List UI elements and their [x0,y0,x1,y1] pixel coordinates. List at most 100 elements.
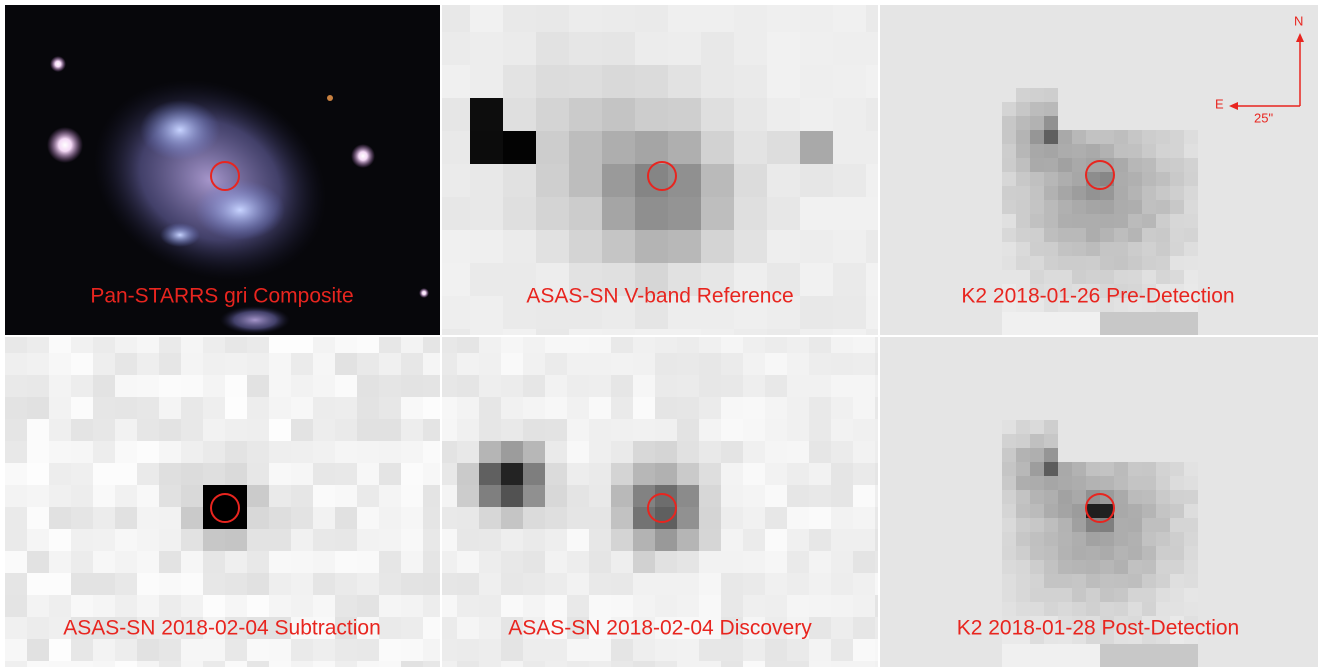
pixel [567,419,590,442]
pixel [904,560,919,575]
pixel [743,485,766,508]
pixel [633,485,656,508]
pixel [1156,448,1171,463]
pixel [1128,490,1143,505]
pixel [1226,4,1241,19]
pixel [1268,588,1283,603]
pixel [203,463,226,486]
pixel [1254,434,1269,449]
pixel [1184,462,1199,477]
pixel [876,60,891,75]
pixel [918,228,933,243]
pixel [1268,448,1283,463]
pixel [611,507,634,530]
pixel [946,434,961,449]
pixel [960,350,975,365]
pixel [890,476,905,491]
pixel [635,98,669,132]
pixel [1072,420,1087,435]
pixel [1198,518,1213,533]
pixel [699,463,722,486]
pixel [918,116,933,131]
pixel [787,463,810,486]
pixel [1156,32,1171,47]
pixel [1212,4,1227,19]
pixel [1128,504,1143,519]
pixel [974,144,989,159]
pixel [1072,4,1087,19]
pixel [1072,392,1087,407]
pixel [890,462,905,477]
pixel [655,441,678,464]
pixel [1030,588,1045,603]
pixel [501,353,524,376]
pixel [946,448,961,463]
pixel [1072,172,1087,187]
pixel [946,130,961,145]
pixel [946,560,961,575]
pixel [313,595,336,618]
pixel [479,353,502,376]
pixel [876,270,891,285]
pixel [918,144,933,159]
pixel [1016,18,1031,33]
pixel [1156,214,1171,229]
pixel [1310,350,1318,365]
pixel [203,375,226,398]
pixel [1268,158,1283,173]
pixel [1254,490,1269,505]
pixel [1128,364,1143,379]
pixel [1310,228,1318,243]
pixel [437,164,471,198]
pixel [1282,116,1297,131]
pixel [1310,130,1318,145]
pixel [1044,214,1059,229]
pixel [831,397,854,420]
pixel [831,507,854,530]
pixel [974,462,989,477]
pixel [1170,200,1185,215]
star [351,144,375,168]
pixel [1002,462,1017,477]
pixel [890,200,905,215]
pixel [1100,434,1115,449]
pixel [904,116,919,131]
pixel [1058,256,1073,271]
pixel [831,595,854,618]
pixel [1310,588,1318,603]
pixel [1016,102,1031,117]
pixel [1114,602,1129,617]
pixel [655,639,678,662]
pixel [918,406,933,421]
pixel [1058,532,1073,547]
pixel [1128,102,1143,117]
pixel [890,658,905,667]
pixel [1128,378,1143,393]
pixel [876,172,891,187]
pixel [853,441,876,464]
pixel [932,518,947,533]
pixel [904,46,919,61]
pixel [1142,532,1157,547]
pixel [49,485,72,508]
pixel [1268,312,1283,327]
pixel [1114,378,1129,393]
pixel [1086,448,1101,463]
pixel [1226,74,1241,89]
pixel [800,98,834,132]
pixel [1086,74,1101,89]
pixel [1170,228,1185,243]
pixel [357,353,380,376]
pixel [1198,242,1213,257]
pixel [247,441,270,464]
pixel [918,630,933,645]
pixel [833,263,867,297]
pixel [203,353,226,376]
pixel [5,639,28,662]
pixel [269,419,292,442]
pixel [567,661,590,667]
pixel [1072,270,1087,285]
pixel [831,463,854,486]
pixel [1226,18,1241,33]
pixel [904,130,919,145]
